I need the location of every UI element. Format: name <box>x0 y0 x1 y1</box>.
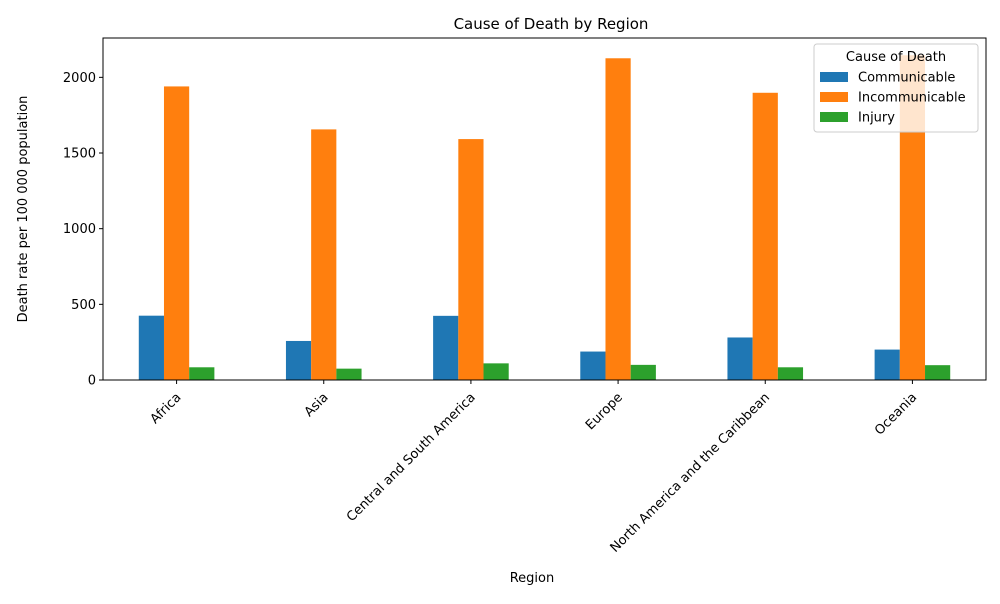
x-axis-label: Region <box>510 571 555 586</box>
legend: Cause of Death Communicable Incommunicabl… <box>813 43 979 133</box>
bar <box>336 368 362 380</box>
y-tick-label: 500 <box>71 298 96 313</box>
y-tick-label: 0 <box>88 374 96 389</box>
bar <box>630 364 656 380</box>
bar-series <box>138 55 951 381</box>
legend-title: Cause of Death <box>846 50 946 65</box>
x-tick-label: Asia <box>302 390 332 420</box>
legend-swatch <box>820 72 848 82</box>
legend-swatch <box>820 92 848 102</box>
x-axis-ticks: Africa Asia Central and South America Europ… <box>148 380 920 556</box>
bar <box>433 315 459 380</box>
x-tick-label: Africa <box>148 390 185 427</box>
y-tick-label: 1000 <box>63 222 96 237</box>
y-axis-label: Death rate per 100 000 population <box>16 96 31 323</box>
legend-label: Injury <box>858 111 895 126</box>
bar <box>483 363 509 380</box>
bar <box>925 365 951 380</box>
bar <box>138 315 164 380</box>
legend-label: Communicable <box>858 71 955 86</box>
legend-items: Communicable Incommunicable Injury <box>820 71 966 126</box>
plot-frame <box>102 37 987 381</box>
legend-frame <box>813 43 979 133</box>
bar <box>777 367 804 380</box>
bar <box>752 92 778 381</box>
bar <box>605 58 631 380</box>
bar <box>163 86 190 381</box>
bar <box>580 351 606 380</box>
bar <box>458 139 484 380</box>
x-tick-label: Europe <box>583 390 626 433</box>
x-tick-label: Oceania <box>872 390 920 438</box>
x-tick-label: North America and the Caribbean <box>608 390 773 555</box>
x-tick-label: Central and South America <box>344 390 479 525</box>
bar <box>874 349 900 380</box>
bar <box>727 337 753 380</box>
legend-label: Incommunicable <box>858 91 966 106</box>
bar <box>311 129 337 380</box>
bar <box>189 367 215 380</box>
legend-swatch <box>820 112 848 122</box>
y-tick-label: 1500 <box>63 147 96 162</box>
y-axis-ticks: 0 500 1000 1500 2000 <box>63 71 103 389</box>
chart-title: Cause of Death by Region <box>454 15 649 33</box>
bar <box>285 340 312 380</box>
y-tick-label: 2000 <box>63 71 96 86</box>
